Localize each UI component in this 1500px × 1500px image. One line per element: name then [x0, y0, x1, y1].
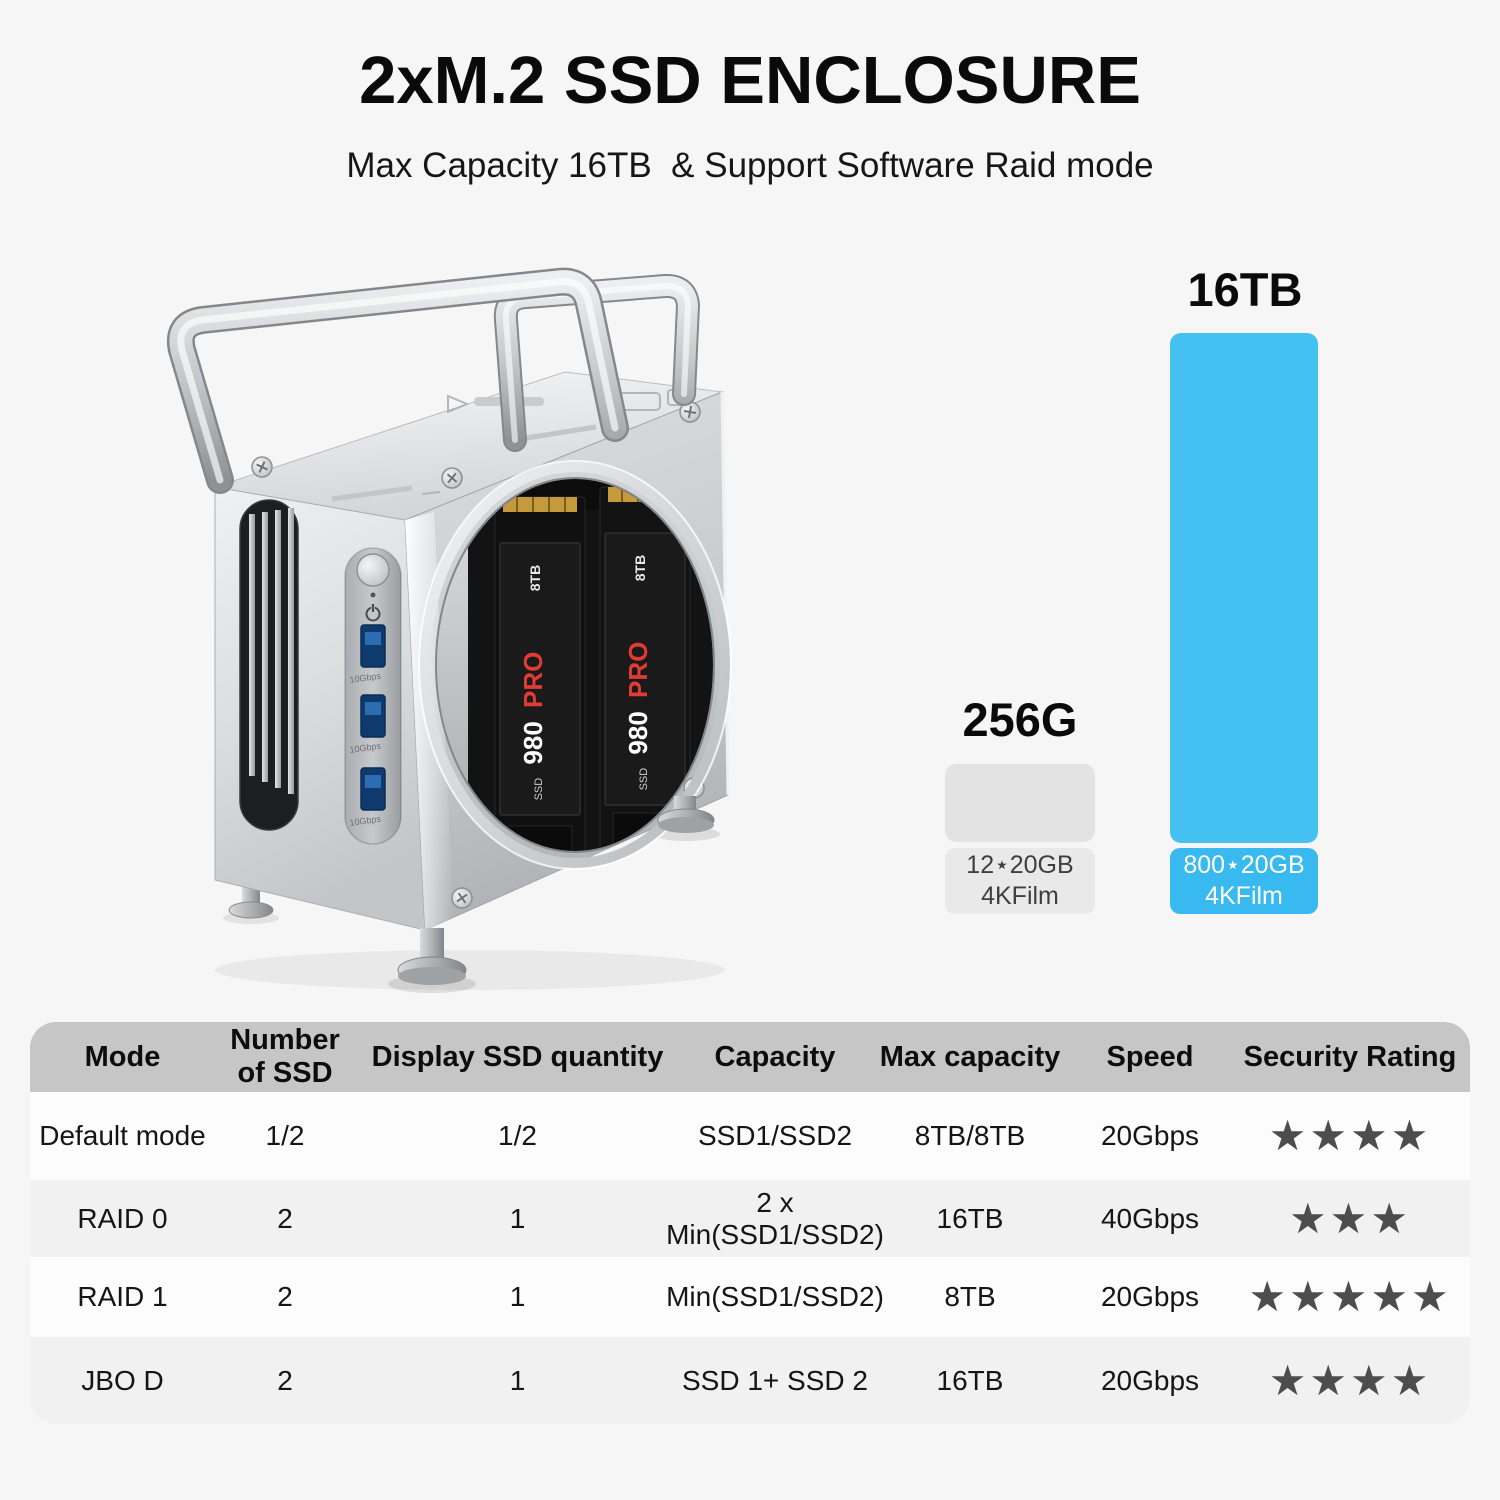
ssd-brand-text: SSD [533, 778, 545, 801]
ssd-brand-text: SSD [638, 768, 650, 791]
product-illustration: 10Gbps 10Gbps 10Gbps 8TB SSD [167, 267, 732, 993]
header-cell-capacity: Capacity [714, 1040, 836, 1073]
usb-port-1-label: 10Gbps [349, 671, 382, 685]
bar-small-caption-line1: 12⋆20GB [966, 851, 1074, 879]
enclosure-handle-front [167, 267, 629, 494]
cell-capacity: SSD 1+ SSD 2 [682, 1364, 868, 1396]
header-cell-mode: Mode [84, 1040, 161, 1073]
side-vent [239, 499, 299, 831]
cell-ssd-count: 2 [277, 1202, 293, 1234]
table-row-default-mode: Default mode 1/2 1/2 SSD1/SSD2 8TB/8TB 2… [30, 1092, 1470, 1180]
header-cell-number-of-ssd: Number of SSD [230, 1024, 340, 1089]
screw-icon [251, 401, 705, 909]
svg-text:SSD 980 PR: SSD 980 PRO [623, 642, 653, 791]
header-cell-max-capacity: Max capacity [879, 1040, 1061, 1073]
cell-speed: 20Gbps [1100, 1120, 1200, 1151]
cell-display-qty: 1 [509, 1364, 526, 1396]
cell-mode: Default mode [39, 1120, 206, 1151]
cell-mode: RAID 1 [77, 1281, 168, 1312]
cell-max-capacity: 8TB [944, 1281, 996, 1312]
bar-large-caption: 800⋆20GB 4KFilm [1170, 848, 1318, 914]
usb-port-1 [360, 624, 386, 668]
cell-max-capacity: 16TB [936, 1364, 1004, 1396]
spec-table: Mode Number of SSD Display SSD quantity … [30, 1022, 1470, 1424]
cell-capacity: 2 x Min(SSD1/SSD2) [666, 1186, 884, 1250]
usb-port-3 [360, 767, 386, 811]
ssd-module-1: 8TB SSD 980 PRO [494, 496, 586, 851]
table-row-raid-0: RAID 0 2 1 2 x Min(SSD1/SSD2) 16TB 40Gbp… [30, 1180, 1470, 1257]
cell-capacity: SSD1/SSD2 [697, 1120, 853, 1151]
header-cell-speed: Speed [1106, 1040, 1194, 1073]
bar-small [945, 764, 1095, 842]
bar-large-caption-line2: 4KFilm [1205, 882, 1283, 910]
bar-large-value: 16TB [1187, 263, 1303, 316]
ssd-model-text: 980 [518, 721, 548, 764]
ssd-series-text: PRO [623, 642, 653, 698]
ssd-capacity-text: 8TB [632, 555, 648, 581]
svg-text:SSD 980 PR: SSD 980 PRO [518, 652, 548, 801]
bar-small-value: 256G [962, 693, 1078, 746]
ssd-series-text: PRO [518, 652, 548, 708]
cell-mode: JBO D [81, 1364, 164, 1396]
usb-port-2-label: 10Gbps [349, 741, 382, 755]
bar-small-caption-line2: 4KFilm [981, 882, 1059, 910]
page-subtitle: Max Capacity 16TB & Support Software Rai… [346, 146, 1154, 185]
status-led [370, 592, 376, 598]
usb-port-2 [360, 694, 386, 738]
cell-display-qty: 1 [509, 1202, 526, 1234]
table-row-jbod: JBO D 2 1 SSD 1+ SSD 2 16TB 20Gbps ★★★★ [30, 1337, 1470, 1424]
enclosure-foot-front [397, 928, 467, 985]
bar-large [1170, 333, 1318, 843]
table-header-row: Mode Number of SSD Display SSD quantity … [30, 1022, 1470, 1092]
power-icon [365, 604, 381, 622]
star-rating: ★★★ [1289, 1194, 1411, 1242]
page-title: 2xM.2 SSD ENCLOSURE [359, 43, 1141, 118]
star-rating: ★★★★★ [1248, 1273, 1452, 1320]
cell-display-qty: 1 [509, 1281, 526, 1312]
cell-max-capacity: 8TB/8TB [914, 1120, 1026, 1151]
cell-capacity: Min(SSD1/SSD2) [666, 1281, 884, 1312]
enclosure-foot-back [228, 882, 274, 919]
power-button [356, 553, 390, 587]
cell-mode: RAID 0 [77, 1202, 168, 1234]
usb-port-3-label: 10Gbps [349, 814, 382, 828]
window-rim [420, 462, 730, 868]
cell-display-qty: 1/2 [498, 1120, 537, 1151]
cell-ssd-count: 2 [277, 1281, 293, 1312]
cell-ssd-count: 2 [277, 1364, 293, 1396]
port-panel: 10Gbps 10Gbps 10Gbps [344, 547, 402, 845]
header-cell-security-rating: Security Rating [1243, 1040, 1457, 1073]
star-rating: ★★★★ [1268, 1356, 1432, 1404]
star-rating: ★★★★ [1268, 1112, 1432, 1159]
bar-small-caption: 12⋆20GB 4KFilm [945, 848, 1095, 914]
bar-large-caption-line1: 800⋆20GB [1183, 851, 1305, 879]
ssd-model-text: 980 [623, 711, 653, 754]
right-edge-highlight [720, 391, 730, 796]
enclosure-foot-right [657, 796, 715, 833]
cell-speed: 20Gbps [1100, 1364, 1200, 1396]
ssd-capacity-text: 8TB [527, 565, 543, 591]
cell-speed: 20Gbps [1100, 1281, 1200, 1312]
cell-ssd-count: 1/2 [265, 1120, 305, 1151]
header-cell-display-ssd-quantity: Display SSD quantity [371, 1040, 664, 1073]
ssd-connector-gold [503, 497, 577, 512]
cell-max-capacity: 16TB [936, 1202, 1004, 1234]
table-row-raid-1: RAID 1 2 1 Min(SSD1/SSD2) 8TB 20Gbps ★★★… [30, 1257, 1470, 1337]
cell-speed: 40Gbps [1100, 1202, 1200, 1234]
